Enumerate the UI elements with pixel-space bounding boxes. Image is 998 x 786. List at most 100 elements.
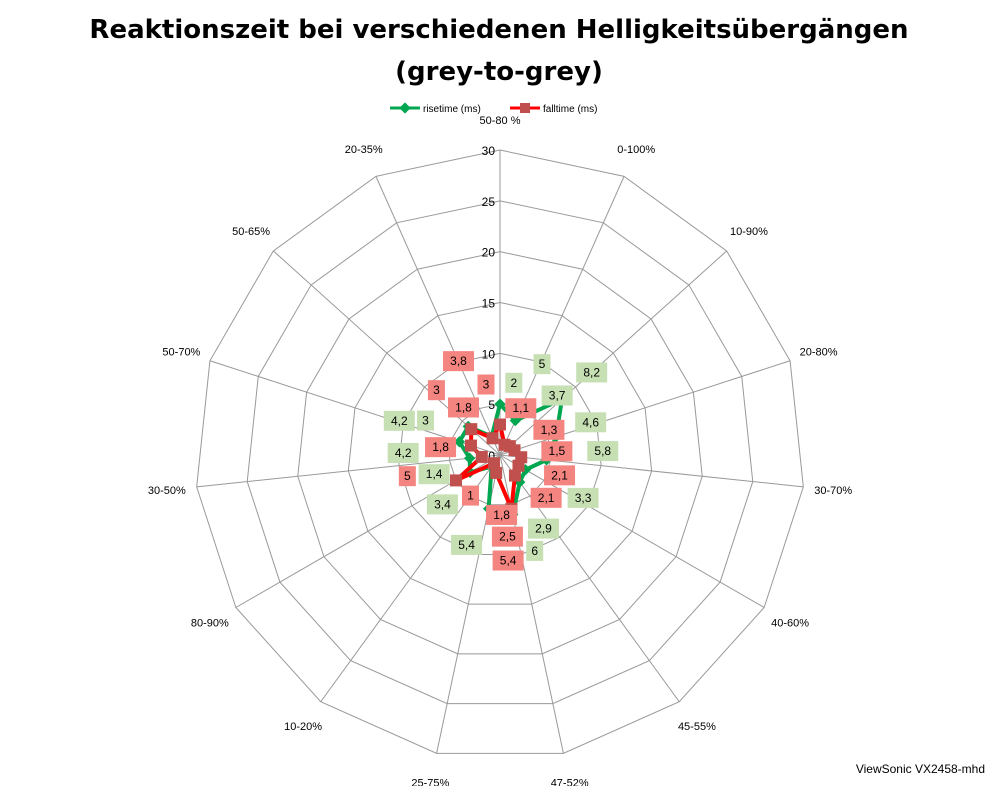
data-point-fall xyxy=(464,439,477,452)
grid-ring xyxy=(196,149,804,754)
data-label-bg xyxy=(491,526,523,547)
data-label-bg xyxy=(533,419,565,440)
data-point-fall xyxy=(512,459,525,472)
footer-text: ViewSonic VX2458-mhd xyxy=(856,762,985,776)
legend-marker-fall xyxy=(520,103,530,113)
axis-label: 50-80 % xyxy=(480,115,521,127)
data-label-fall: 1,8 xyxy=(455,400,472,414)
data-label-fall: 5,4 xyxy=(500,554,517,568)
grid-ring xyxy=(246,200,754,705)
data-label-rise: 3,7 xyxy=(549,388,566,402)
data-label-fall: 1,8 xyxy=(493,508,510,522)
data-point-fall xyxy=(486,432,499,445)
tick-label: 5 xyxy=(488,398,495,412)
data-point-fall xyxy=(508,469,521,482)
data-label-rise: 2 xyxy=(510,376,517,390)
data-label-fall: 1,3 xyxy=(541,423,558,437)
tick-label: 25 xyxy=(482,195,496,209)
data-label-bg xyxy=(541,385,573,406)
data-label-bg xyxy=(383,410,415,431)
data-label-fall: 3 xyxy=(483,378,490,392)
data-label-bg xyxy=(526,540,544,561)
data-label-bg xyxy=(486,504,518,525)
tick-label: 10 xyxy=(482,347,496,361)
data-label-rise: 5,4 xyxy=(458,538,475,552)
data-label-fall: 3 xyxy=(433,383,440,397)
grid-ring xyxy=(347,301,653,605)
data-label-rise: 4,2 xyxy=(391,414,408,428)
data-point-fall xyxy=(475,450,488,463)
data-label-bg xyxy=(426,494,458,515)
tick-label: 30 xyxy=(482,144,496,158)
axis-label: 45-55% xyxy=(678,721,716,733)
data-label-bg xyxy=(416,410,434,431)
spoke xyxy=(196,454,501,488)
axis-label: 20-35% xyxy=(345,144,383,156)
axis-label: 50-70% xyxy=(162,346,200,358)
data-label-bg xyxy=(528,518,560,539)
axis-label: 80-90% xyxy=(191,618,229,630)
data-label-bg xyxy=(576,362,608,383)
axis-label: 10-90% xyxy=(730,226,768,238)
data-label-rise: 3,3 xyxy=(575,491,592,505)
data-label-rise: 5,8 xyxy=(594,444,611,458)
data-label-bg xyxy=(477,374,495,395)
data-label-fall: 1,8 xyxy=(432,440,449,454)
data-label-bg xyxy=(387,442,419,463)
data-label-rise: 4,2 xyxy=(395,446,412,460)
data-label-fall: 1,1 xyxy=(512,401,529,415)
data-label-bg xyxy=(398,466,416,487)
data-label-bg xyxy=(575,412,607,433)
data-label-fall: 2,1 xyxy=(551,468,568,482)
data-point-rise xyxy=(494,398,506,410)
data-label-rise: 3 xyxy=(422,414,429,428)
data-point-fall xyxy=(490,466,503,479)
tick-label: 0 xyxy=(488,449,495,463)
spoke xyxy=(375,176,501,456)
axis-label: 40-60% xyxy=(771,618,809,630)
data-point-rise xyxy=(453,436,466,448)
data-label-rise: 8,2 xyxy=(583,365,600,379)
data-label-bg xyxy=(533,354,551,375)
spoke xyxy=(499,454,680,703)
data-label-rise: 6 xyxy=(531,544,538,558)
data-label-bg xyxy=(451,534,483,555)
data-point-fall xyxy=(494,418,506,431)
data-label-bg xyxy=(492,550,524,571)
axis-label: 20-80% xyxy=(800,346,838,358)
data-label-bg xyxy=(530,487,562,508)
axis-label: 30-50% xyxy=(148,485,186,497)
chart-title-line1: Reaktionszeit bei verschiedenen Helligke… xyxy=(89,15,908,45)
legend-marker-rise xyxy=(399,102,411,114)
axis-label: 25-75% xyxy=(411,778,449,786)
data-label-fall: 1 xyxy=(467,489,474,503)
data-label-bg xyxy=(418,464,450,485)
data-point-fall xyxy=(465,423,478,436)
grid-ring xyxy=(297,251,703,655)
data-label-bg xyxy=(443,351,475,372)
data-label-rise: 5 xyxy=(539,357,546,371)
data-point-rise xyxy=(464,452,476,464)
data-label-bg xyxy=(462,485,480,506)
legend: risetime (ms) falltime (ms) xyxy=(390,102,597,115)
data-label-bg xyxy=(427,380,445,401)
axis-label: 10-20% xyxy=(284,721,322,733)
data-label-bg xyxy=(505,372,523,393)
data-point-fall xyxy=(449,474,462,487)
tick-label: 20 xyxy=(482,246,496,260)
data-label-bg xyxy=(425,437,457,458)
data-label-bg xyxy=(447,397,479,418)
data-label-bg xyxy=(541,441,573,462)
axis-label: 0-100% xyxy=(617,144,655,156)
data-label-bg xyxy=(567,487,599,508)
data-label-fall: 1,5 xyxy=(549,444,566,458)
axis-label: 50-65% xyxy=(232,226,270,238)
legend-label-rise: risetime (ms) xyxy=(423,104,481,115)
tick-label: 15 xyxy=(482,297,496,311)
data-label-rise: 2,9 xyxy=(535,522,552,536)
spoke xyxy=(499,454,765,608)
data-label-rise: 3,4 xyxy=(434,497,451,511)
data-label-bg xyxy=(544,465,576,486)
